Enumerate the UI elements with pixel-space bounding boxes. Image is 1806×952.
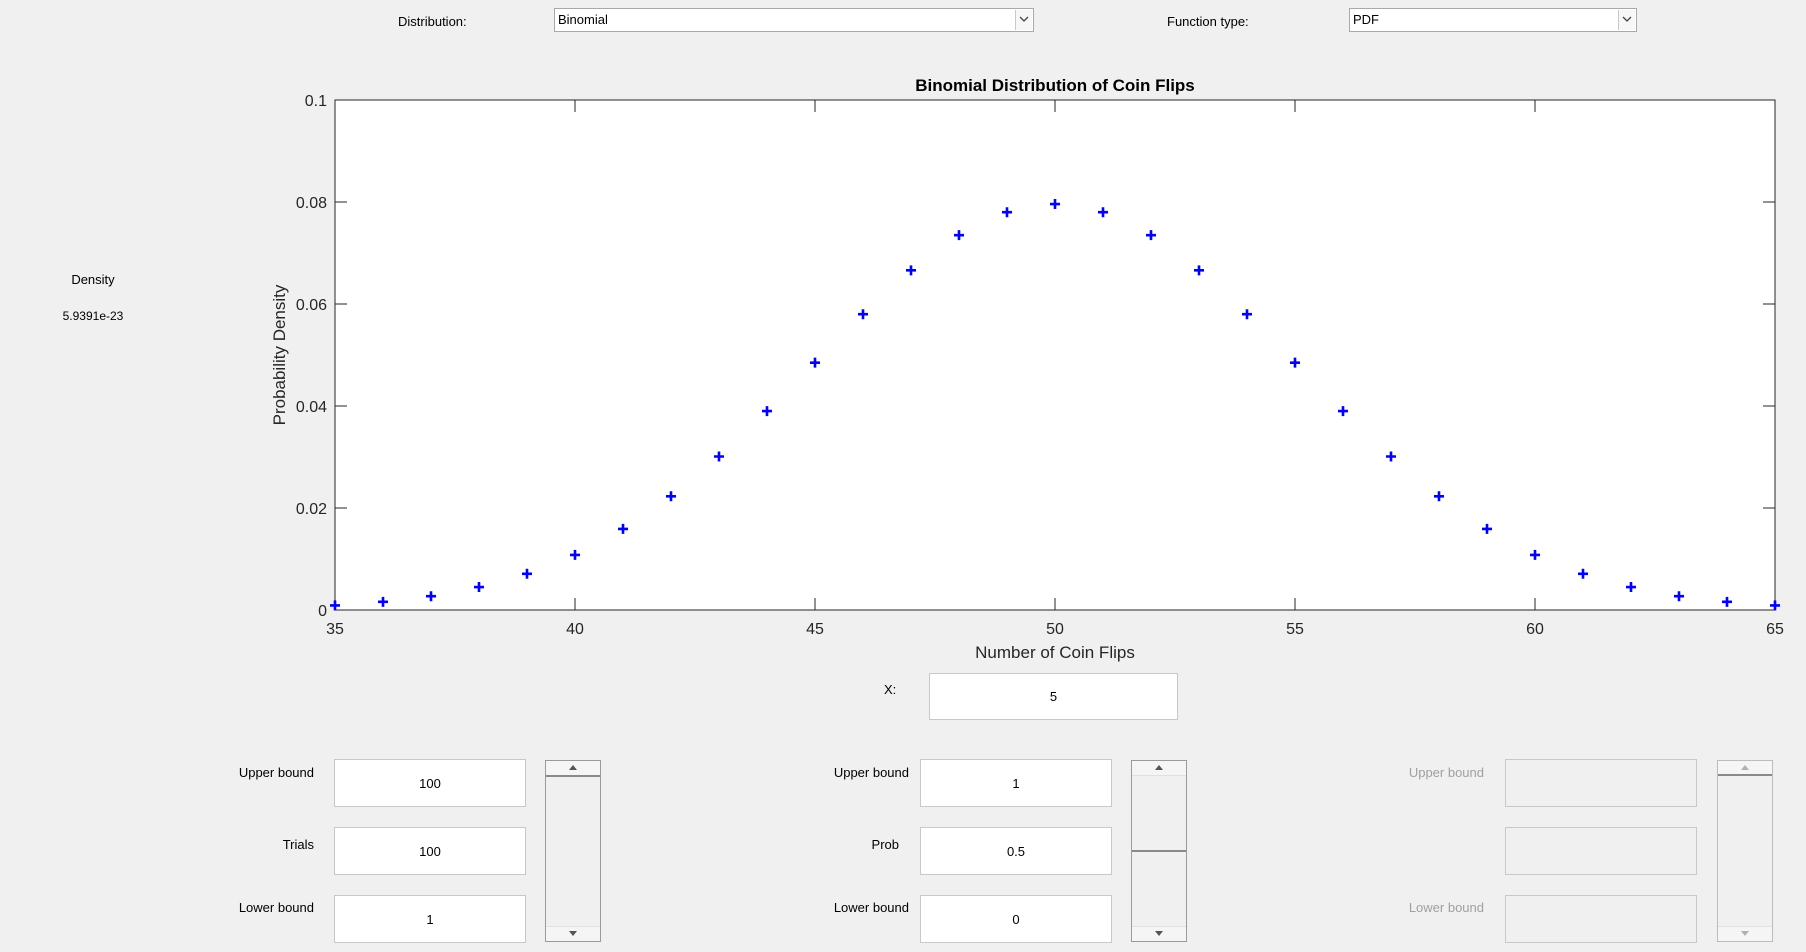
chart-title: Binomial Distribution of Coin Flips [915,76,1195,95]
param2-upper-bound-input[interactable]: 1 [920,759,1112,807]
data-point-marker [1098,207,1108,218]
param3-slider [1717,760,1773,942]
param3-upper-bound-input [1505,759,1697,807]
trials-slider[interactable] [545,760,601,942]
data-point-marker [714,451,724,462]
data-point-marker [474,582,484,593]
y-tick-label: 0.08 [296,195,327,212]
x-tick-label: 40 [566,621,584,638]
data-point-marker [858,309,868,320]
data-point-marker [1290,357,1300,368]
y-axis-label: Probability Density [270,284,289,425]
data-point-marker [330,600,340,611]
x-axis-label: Number of Coin Flips [975,643,1135,662]
data-point-marker [906,265,916,276]
data-point-marker [1578,568,1588,579]
axes-box [334,99,1776,611]
data-point-marker [426,591,436,602]
x-tick-label: 65 [1766,621,1784,638]
param3-lower-bound-label: Lower bound [1408,900,1484,915]
param2-name-label: Prob [871,837,899,852]
data-point-marker [1434,491,1444,502]
y-tick-label: 0.02 [296,501,327,518]
data-point-marker [1194,265,1204,276]
data-point-marker [1770,600,1780,611]
data-point-marker [378,596,388,607]
param1-name-label: Trials [282,837,314,852]
x-label: X: [884,682,897,697]
param1-lower-bound-input[interactable]: 1 [334,895,526,943]
param2-lower-bound-label: Lower bound [833,900,909,915]
prob-input[interactable]: 0.5 [920,827,1112,875]
param2-lower-bound-input[interactable]: 0 [920,895,1112,943]
y-tick-label: 0.1 [305,93,327,110]
chevron-down-icon[interactable] [1618,10,1635,30]
prob-slider[interactable] [1131,760,1187,942]
data-point-marker [762,406,772,417]
slider-thumb[interactable] [1132,850,1186,852]
slider-thumb [1718,774,1772,776]
x-tick-label: 35 [326,621,344,638]
chevron-down-icon[interactable] [1015,10,1032,30]
function-type-label: Function type: [1167,14,1249,29]
data-point-marker [954,230,964,241]
x-tick-label: 45 [806,621,824,638]
x-tick-label: 60 [1526,621,1544,638]
param2-upper-bound-label: Upper bound [833,765,909,780]
data-point-marker [618,523,628,534]
y-tick-label: 0 [318,603,327,620]
param1-upper-bound-label: Upper bound [238,765,314,780]
density-label: Density [71,272,115,287]
data-point-marker [570,549,580,560]
data-point-marker [1482,523,1492,534]
chart: 35 40 45 50 55 60 65 0 0.02 0.04 0.06 0.08 0.1 Binom… [270,76,1784,662]
function-type-dropdown[interactable]: PDF [1349,8,1637,32]
data-point-marker [1050,199,1060,210]
function-type-value: PDF [1353,12,1379,27]
param3-upper-bound-label: Upper bound [1408,765,1484,780]
slider-up-arrow-icon[interactable] [546,761,600,776]
data-point-marker [1242,309,1252,320]
data-point-marker [1626,582,1636,593]
data-point-marker [1386,451,1396,462]
param1-upper-bound-input[interactable]: 100 [334,759,526,807]
data-point-marker [1338,406,1348,417]
slider-thumb[interactable] [546,775,600,777]
param3-value-input [1505,827,1697,875]
distribution-dropdown[interactable]: Binomial [554,8,1034,32]
density-value: 5.9391e-23 [62,309,124,323]
x-tick-label: 50 [1046,621,1064,638]
param3-lower-bound-input [1505,895,1697,943]
slider-down-arrow-icon[interactable] [1132,926,1186,941]
x-tick-label: 55 [1286,621,1304,638]
param1-lower-bound-label: Lower bound [238,900,314,915]
data-point-marker [666,491,676,502]
slider-down-arrow-icon[interactable] [546,926,600,941]
tick-labels: 35 40 45 50 55 60 65 0 0.02 0.04 0.06 0.08 0.1 [296,93,1784,638]
data-points [330,199,1780,611]
data-point-marker [1530,549,1540,560]
distribution-value: Binomial [558,12,608,27]
x-input[interactable]: 5 [929,673,1178,720]
trials-input[interactable]: 100 [334,827,526,875]
data-point-marker [522,568,532,579]
data-point-marker [1002,207,1012,218]
slider-down-arrow-icon [1718,926,1772,941]
y-tick-label: 0.04 [296,399,327,416]
data-point-marker [1674,591,1684,602]
plot-area [335,100,1775,610]
y-tick-label: 0.06 [296,297,327,314]
distribution-label: Distribution: [398,14,467,29]
data-point-marker [1722,596,1732,607]
slider-up-arrow-icon[interactable] [1132,761,1186,776]
data-point-marker [1146,230,1156,241]
data-point-marker [810,357,820,368]
